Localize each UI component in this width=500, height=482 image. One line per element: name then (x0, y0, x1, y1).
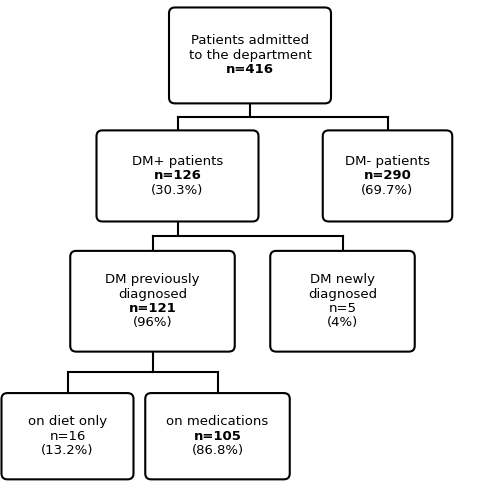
Text: DM- patients: DM- patients (345, 155, 430, 168)
Text: to the department: to the department (188, 49, 312, 62)
FancyBboxPatch shape (2, 393, 134, 479)
FancyBboxPatch shape (270, 251, 415, 352)
Text: (96%): (96%) (132, 317, 172, 329)
FancyBboxPatch shape (169, 8, 331, 104)
Text: n=105: n=105 (194, 430, 242, 442)
Text: n=290: n=290 (364, 170, 412, 182)
Text: DM previously: DM previously (105, 273, 200, 286)
Text: diagnosed: diagnosed (118, 288, 187, 300)
FancyBboxPatch shape (70, 251, 235, 352)
Text: on diet only: on diet only (28, 415, 107, 428)
FancyBboxPatch shape (145, 393, 290, 479)
Text: (4%): (4%) (327, 317, 358, 329)
Text: n=5: n=5 (328, 302, 356, 315)
Text: n=121: n=121 (128, 302, 176, 315)
Text: n=16: n=16 (50, 430, 86, 442)
FancyBboxPatch shape (96, 130, 258, 222)
Text: (30.3%): (30.3%) (152, 184, 204, 197)
Text: n=416: n=416 (226, 64, 274, 76)
FancyBboxPatch shape (323, 130, 452, 222)
Text: DM+ patients: DM+ patients (132, 155, 223, 168)
Text: diagnosed: diagnosed (308, 288, 377, 300)
Text: DM newly: DM newly (310, 273, 375, 286)
Text: n=126: n=126 (154, 170, 202, 182)
Text: (13.2%): (13.2%) (41, 444, 94, 457)
Text: (69.7%): (69.7%) (362, 184, 414, 197)
Text: Patients admitted: Patients admitted (191, 35, 309, 47)
Text: (86.8%): (86.8%) (192, 444, 244, 457)
Text: on medications: on medications (166, 415, 268, 428)
